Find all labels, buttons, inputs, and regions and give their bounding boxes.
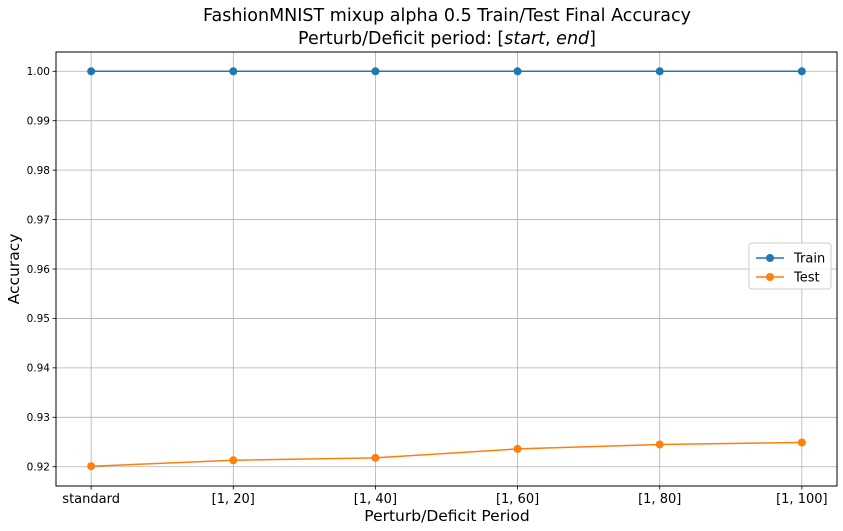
y-tick-label: 0.94 [27,363,51,375]
chart-title-line1: FashionMNIST mixup alpha 0.5 Train/Test … [203,6,691,26]
x-tick-label: [1, 100] [776,492,828,507]
y-tick-label: 1.00 [27,66,50,78]
x-tick-label: [1, 20] [212,492,255,507]
data-point-test [513,444,522,453]
y-tick-label: 0.97 [27,214,50,226]
data-point-test [87,462,96,471]
chart-title-line2: Perturb/Deficit period: [start, end] [298,29,596,49]
y-axis-label: Accuracy [5,234,23,305]
data-point-train [655,67,664,76]
x-tick-label: standard [62,492,120,507]
legend-train-marker [766,254,774,262]
series-line-test [91,441,802,467]
data-point-test [371,453,380,462]
legend-test-marker [766,273,774,281]
data-point-test [655,440,664,449]
legend: Train Test [748,242,832,290]
y-tick-label: 0.92 [27,462,50,474]
x-axis-label: Perturb/Deficit Period [364,507,529,525]
y-tick-label: 0.96 [27,264,51,276]
data-point-train [797,67,806,76]
y-tick-label: 0.93 [27,412,50,424]
title-prefix: Perturb/Deficit period: [ [298,29,504,49]
y-tick-label: 0.99 [27,116,50,128]
data-point-train [229,67,238,76]
data-point-train [371,67,380,76]
legend-test-label: Test [793,271,820,286]
data-point-test [229,456,238,465]
y-tick-label: 0.98 [27,165,50,177]
data-point-test [797,438,806,447]
x-tick-label: [1, 40] [354,492,397,507]
tick-layer: 0.92 0.93 0.94 0.95 0.96 0.97 0.98 0.99 1.00 stan… [27,66,828,507]
series-layer [87,67,806,471]
data-point-train [87,67,96,76]
title-start-word: start [504,29,546,49]
legend-train-label: Train [793,252,825,267]
grid-layer [56,52,837,486]
x-tick-label: [1, 80] [638,492,681,507]
x-tick-label: [1, 60] [496,492,539,507]
title-suffix: ] [589,29,596,49]
data-point-train [513,67,522,76]
title-separator: , [545,29,556,49]
y-tick-label: 0.95 [27,313,50,325]
title-end-word: end [556,29,590,49]
